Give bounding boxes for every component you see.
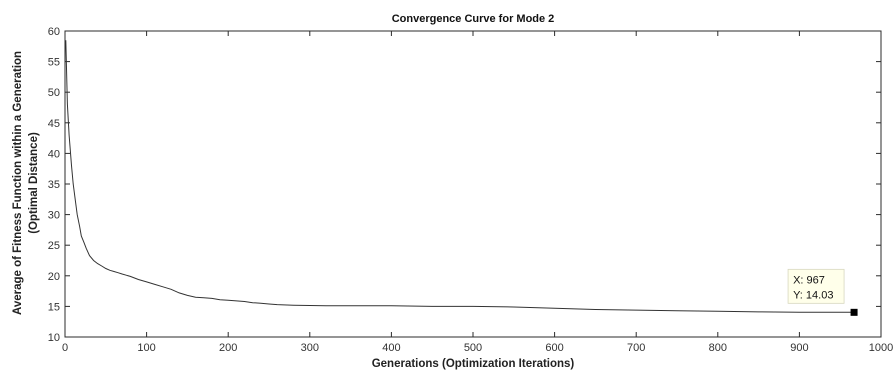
x-tick-label: 700 xyxy=(627,342,645,354)
y-axis-label-line1: Average of Fitness Function within a Gen… xyxy=(12,51,24,315)
y-tick-label: 50 xyxy=(48,87,60,99)
x-tick-label: 1000 xyxy=(869,342,893,354)
x-tick-label: 500 xyxy=(464,342,482,354)
x-tick-label: 200 xyxy=(219,342,237,354)
x-tick-label: 600 xyxy=(545,342,563,354)
y-tick-label: 25 xyxy=(48,240,60,252)
x-axis-label: Generations (Optimization Iterations) xyxy=(372,358,575,370)
x-tick-label: 0 xyxy=(62,342,68,354)
y-tick-label: 45 xyxy=(48,118,60,130)
y-axis-label: Average of Fitness Function within a Gen… xyxy=(12,51,40,315)
data-tip[interactable]: X: 967 Y: 14.03 xyxy=(787,268,858,316)
data-tip-y-label: Y: 14.03 xyxy=(793,289,833,301)
plot-area xyxy=(64,30,882,338)
x-tick-label: 100 xyxy=(137,342,155,354)
y-axis-label-line2: (Optimal Distance) xyxy=(28,132,40,234)
x-tick-label: 900 xyxy=(790,342,808,354)
data-tip-x-label: X: 967 xyxy=(793,274,825,286)
y-tick-label: 10 xyxy=(48,332,60,344)
y-tick-label: 20 xyxy=(48,271,60,283)
x-tick-label: 300 xyxy=(301,342,319,354)
data-tip-marker[interactable] xyxy=(850,308,858,316)
data-tip-box xyxy=(787,268,845,304)
y-tick-label: 55 xyxy=(48,57,60,69)
x-tick-label: 800 xyxy=(709,342,727,354)
y-tick-label: 60 xyxy=(48,26,60,38)
chart-title: Convergence Curve for Mode 2 xyxy=(392,13,555,25)
x-tick-label: 400 xyxy=(382,342,400,354)
y-tick-label: 30 xyxy=(48,210,60,222)
convergence-line xyxy=(65,40,855,313)
y-tick-label: 40 xyxy=(48,148,60,160)
axis-ticks: 0 100 200 300 400 500 600 700 800 900 1000 10 15 20 25… xyxy=(48,26,893,354)
y-tick-label: 35 xyxy=(48,179,60,191)
y-tick-label: 15 xyxy=(48,301,60,313)
